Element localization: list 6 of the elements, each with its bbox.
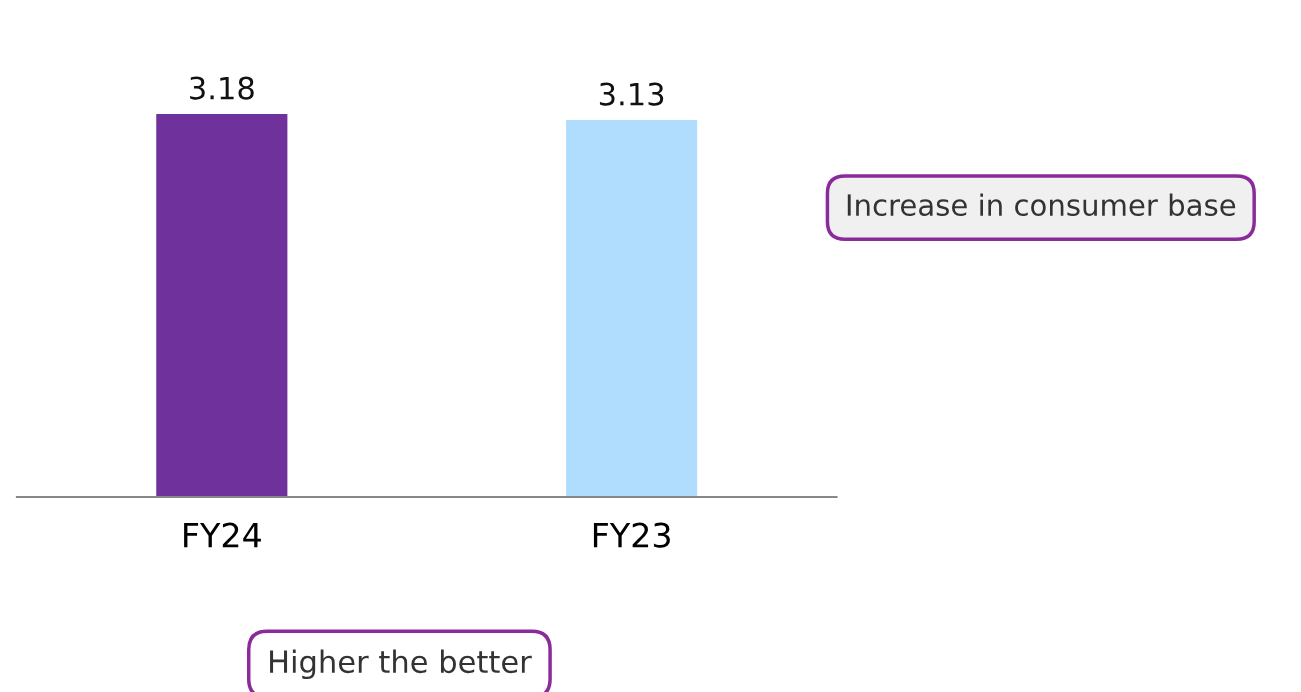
x-tick-label: FY24: [184, 522, 261, 548]
text: Higher the better: [270, 649, 532, 680]
text: Increase in consumer base: [847, 193, 1236, 217]
data-label: 3.18: [190, 76, 254, 100]
data-label: 3.13: [599, 82, 664, 106]
x-tick-label: FY23: [593, 522, 670, 548]
